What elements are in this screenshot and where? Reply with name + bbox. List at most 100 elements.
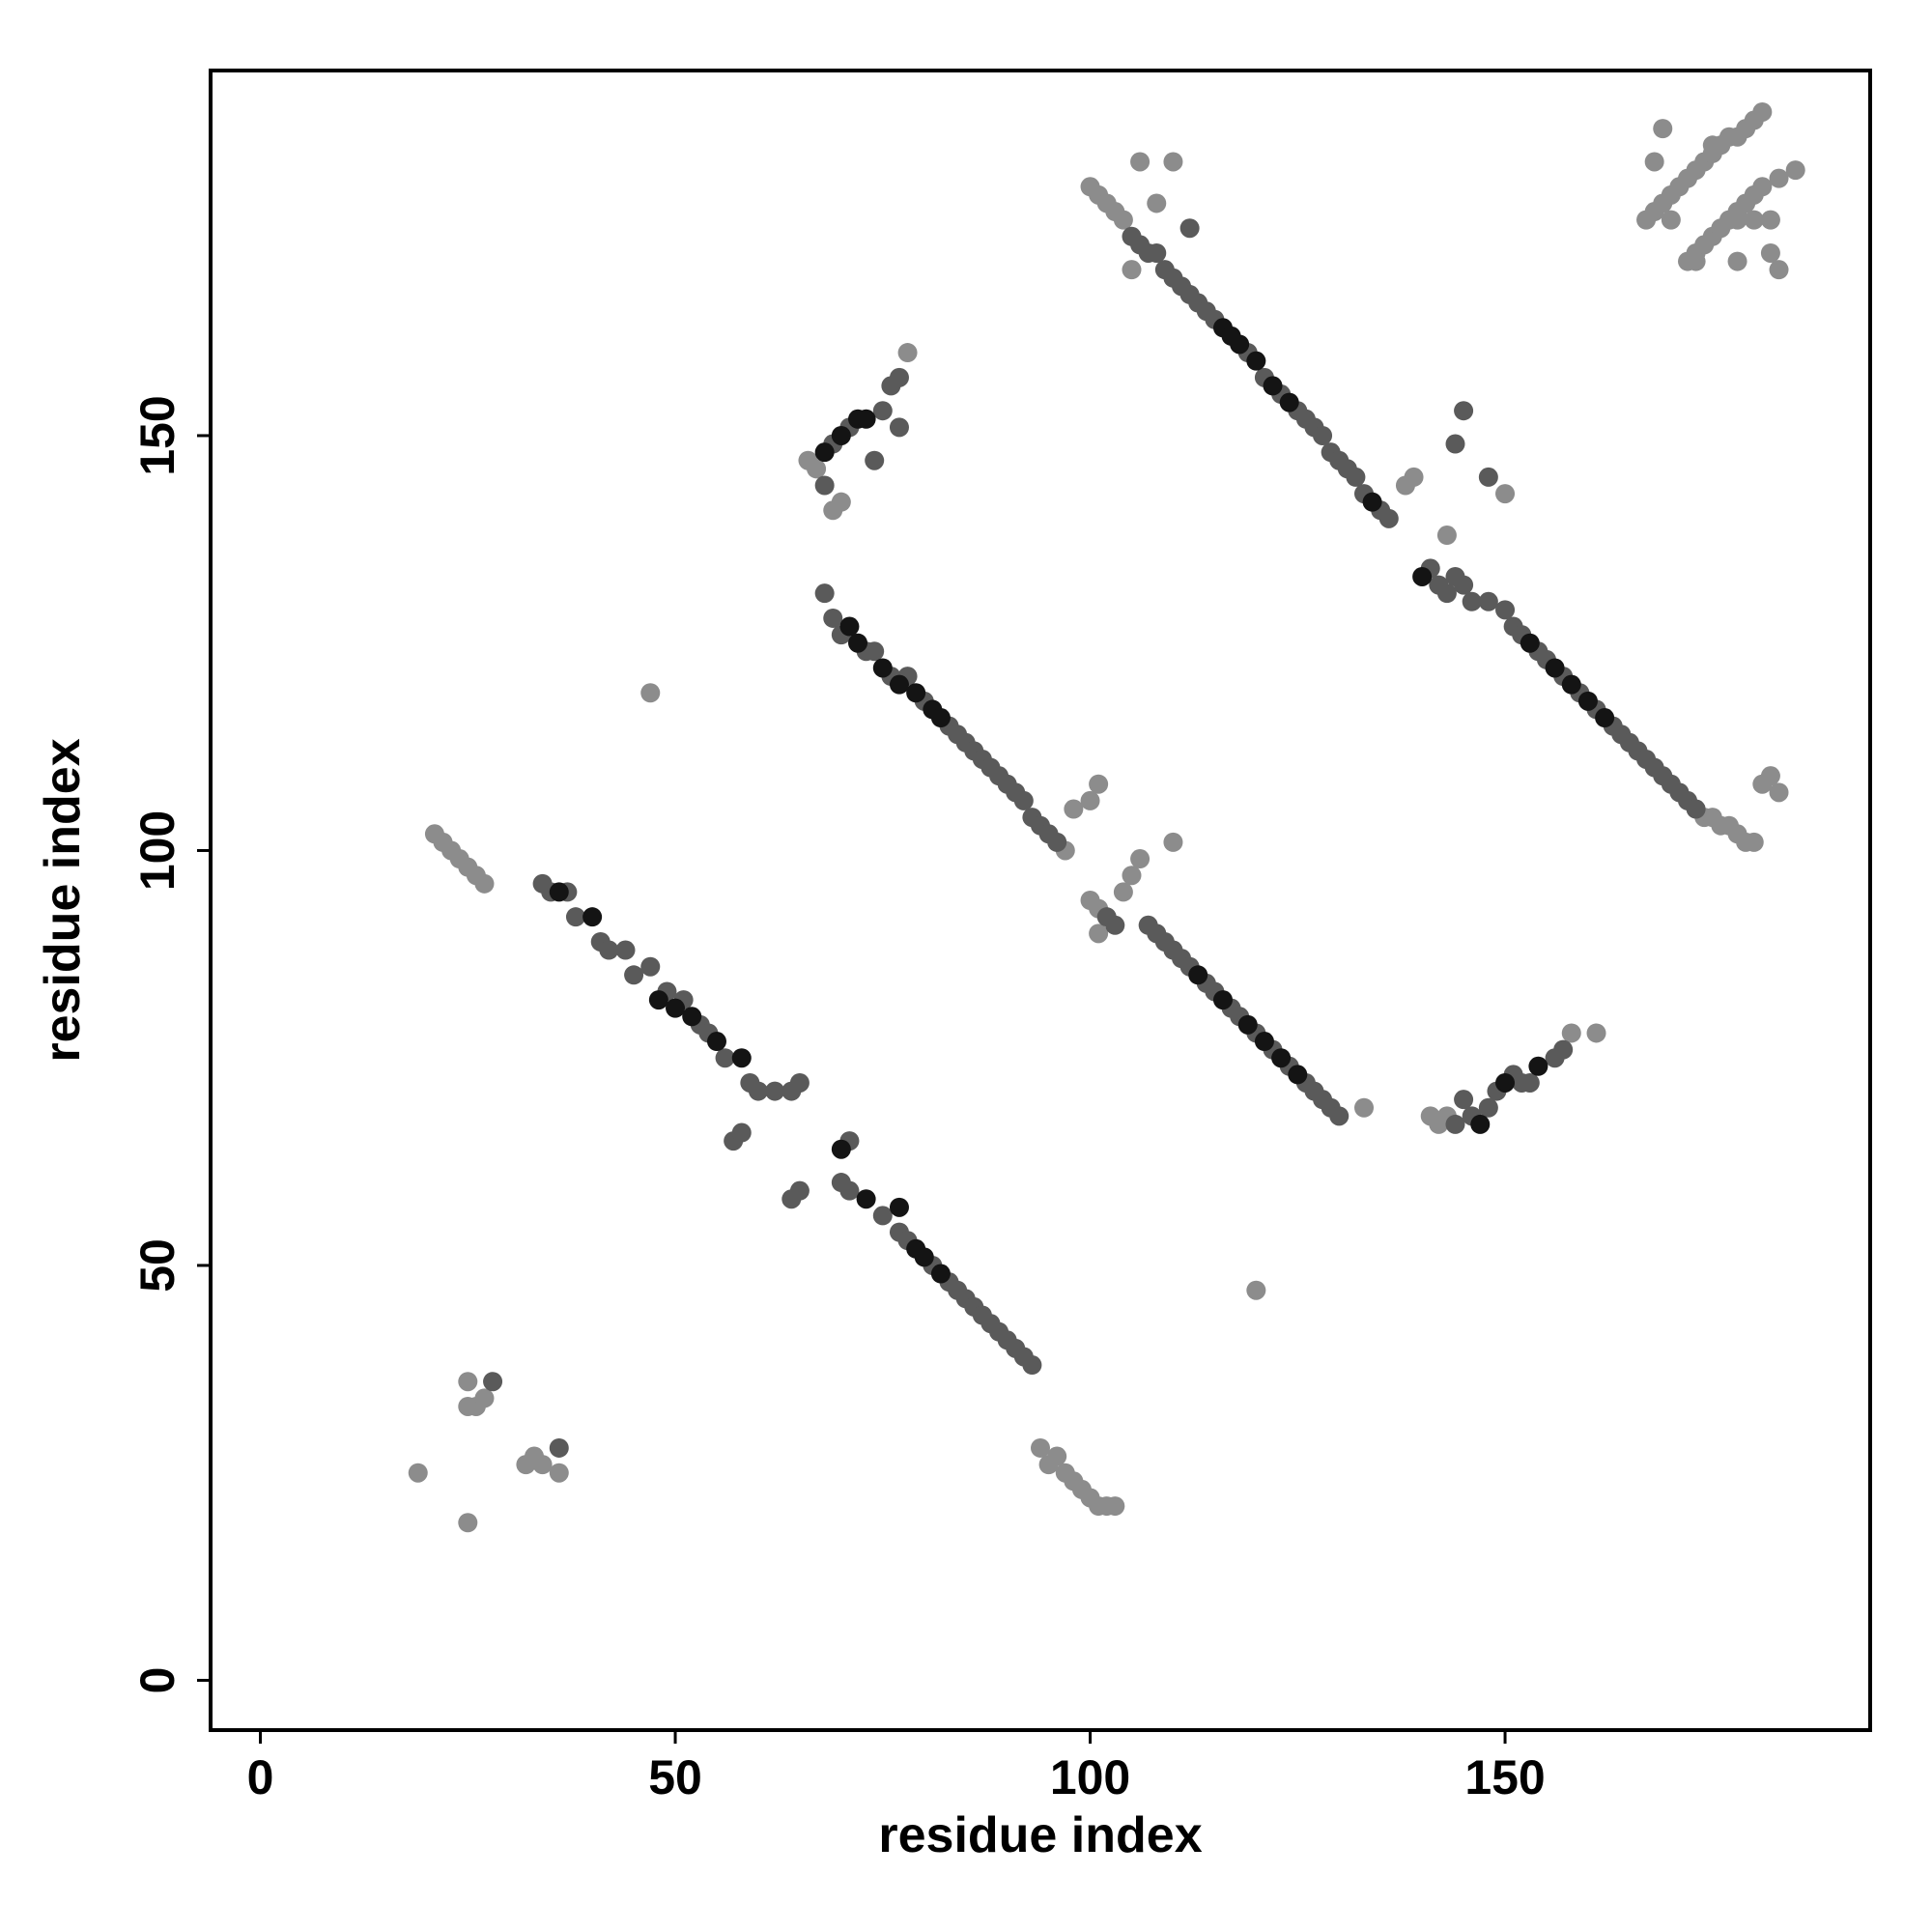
x-tick-label: 150 (1464, 1750, 1545, 1804)
contact-point (731, 1048, 752, 1068)
contact-point (1644, 152, 1664, 172)
contact-point (1478, 467, 1498, 487)
contact-point (1744, 832, 1764, 852)
contact-point (458, 1372, 478, 1392)
contact-point (1246, 351, 1266, 371)
contact-point (1113, 882, 1133, 902)
contact-point (1412, 566, 1433, 586)
contact-point (1752, 101, 1773, 122)
contact-point (1279, 392, 1299, 412)
contact-point (1254, 1032, 1274, 1052)
contact-point (889, 417, 909, 438)
contact-point (599, 940, 619, 960)
contact-point (1470, 1114, 1491, 1134)
contact-point (1495, 600, 1516, 620)
contact-point (682, 1007, 702, 1027)
contact-point (1313, 425, 1333, 445)
contact-point (706, 1032, 726, 1052)
contact-point (1246, 1280, 1266, 1300)
contact-point (1271, 1048, 1292, 1068)
contact-point (1760, 242, 1780, 263)
contact-point (1080, 790, 1100, 810)
contact-point (814, 442, 835, 463)
contact-point (1362, 492, 1382, 512)
contact-point (1702, 135, 1722, 156)
contact-point (532, 1455, 553, 1475)
contact-point (1785, 160, 1805, 181)
contact-point (1163, 152, 1183, 172)
y-axis-label: residue index (35, 738, 91, 1062)
contact-point (856, 1189, 876, 1209)
contact-point (897, 343, 918, 363)
contact-point (1230, 334, 1250, 355)
contact-point (1013, 790, 1034, 810)
contact-point (906, 683, 926, 703)
contact-point (1445, 434, 1465, 454)
contact-point (1454, 575, 1474, 595)
contact-point (1769, 782, 1789, 803)
contact-point (1329, 1106, 1350, 1126)
contact-point (1495, 484, 1516, 504)
contact-point (648, 990, 668, 1010)
contact-point (1454, 1090, 1474, 1110)
contact-point (789, 1180, 810, 1201)
contact-point (1047, 1446, 1067, 1466)
contact-point (1586, 1023, 1606, 1043)
contact-point (483, 1372, 503, 1392)
contact-point (831, 492, 851, 512)
contact-point (765, 1081, 785, 1101)
contact-point (1179, 218, 1200, 239)
contact-point (872, 401, 893, 421)
contact-point (666, 998, 686, 1018)
y-tick-label: 0 (130, 1667, 185, 1694)
contact-point (1661, 210, 1681, 230)
plot-frame (209, 69, 1872, 1732)
contact-point (914, 1247, 934, 1267)
contact-point (1553, 1039, 1574, 1060)
contact-point (1528, 1056, 1548, 1076)
contact-point (408, 1463, 428, 1483)
x-tick-label: 0 (247, 1750, 274, 1804)
contact-point (1047, 832, 1067, 852)
contact-point (1561, 1023, 1581, 1043)
contact-point (1727, 210, 1747, 230)
contact-point (1561, 674, 1581, 695)
contact-point (1520, 1072, 1540, 1093)
contact-point (565, 907, 585, 927)
contact-point (1122, 260, 1142, 280)
contact-point (582, 907, 603, 927)
contact-point (1378, 508, 1399, 528)
contact-point (1263, 376, 1283, 396)
contact-point (1744, 210, 1764, 230)
contact-point (872, 1206, 893, 1226)
contact-point (1105, 1496, 1125, 1517)
contact-point (1577, 691, 1598, 711)
contact-point (823, 608, 843, 628)
contact-point (1089, 923, 1109, 944)
contact-point (1752, 177, 1773, 197)
contact-point (1064, 799, 1084, 819)
contact-point (1520, 633, 1540, 653)
contact-point (748, 1081, 768, 1101)
contact-point (731, 1122, 752, 1143)
contact-point (1686, 251, 1706, 271)
contact-point (865, 450, 885, 470)
contact-point (1022, 1355, 1042, 1376)
contact-point (1105, 915, 1125, 935)
contact-point (640, 956, 661, 977)
contact-point (615, 940, 636, 960)
contact-point (715, 1048, 735, 1068)
x-tick-label: 100 (1050, 1750, 1130, 1804)
contact-point (1163, 832, 1183, 852)
contact-point (1653, 119, 1673, 139)
contact-point (1147, 242, 1167, 263)
contact-point (1769, 260, 1789, 280)
contact-point (1760, 766, 1780, 786)
contact-point (640, 683, 661, 703)
contact-point (831, 425, 851, 445)
contact-point (1595, 708, 1615, 728)
contact-point (549, 1463, 569, 1483)
contact-point (1147, 193, 1167, 213)
contact-point (1122, 866, 1142, 886)
